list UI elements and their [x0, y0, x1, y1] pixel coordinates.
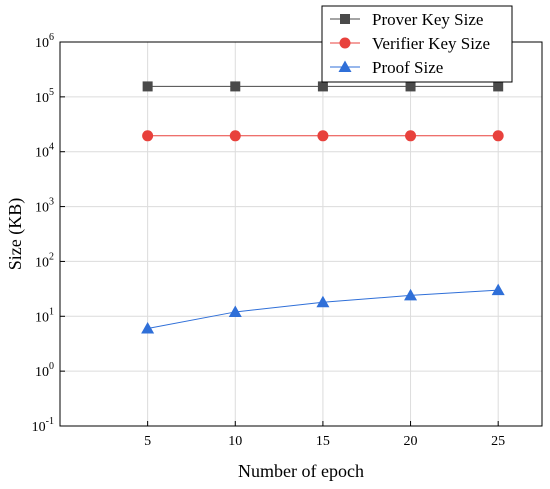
data-point [493, 81, 504, 92]
data-point [317, 130, 329, 142]
y-tick-label: 102 [35, 251, 54, 270]
y-tick-label: 10-1 [32, 416, 54, 435]
y-ticks: 10-1 100 101 102 103 104 105 106 [32, 32, 65, 435]
legend-label: Prover Key Size [372, 10, 483, 29]
x-ticks: 5 10 15 20 25 [144, 421, 505, 449]
data-point [230, 81, 241, 92]
y-tick-label: 104 [35, 142, 54, 161]
series-0 [142, 81, 504, 92]
series-layer [141, 81, 505, 334]
x-tick-label: 20 [404, 434, 418, 449]
y-tick-label: 103 [35, 197, 54, 216]
data-point [317, 81, 328, 92]
x-tick-label: 10 [228, 434, 242, 449]
legend-marker [338, 60, 352, 72]
data-point [229, 130, 241, 142]
data-point [492, 130, 504, 142]
plot-area-frame [59, 41, 543, 427]
x-tick-label: 15 [316, 434, 330, 449]
data-point [405, 130, 417, 142]
legend: Prover Key Size Verifier Key Size Proof Si… [321, 5, 513, 83]
legend-marker [339, 37, 351, 49]
legend-item: Proof Size [330, 58, 443, 77]
data-point [142, 81, 153, 92]
data-point [142, 130, 154, 142]
legend-label: Proof Size [372, 58, 443, 77]
legend-label: Verifier Key Size [372, 34, 490, 53]
data-point [141, 321, 155, 334]
legend-marker [340, 14, 350, 24]
series-1 [142, 130, 504, 142]
series-2 [141, 283, 505, 334]
x-tick-label: 25 [491, 434, 505, 449]
data-point [405, 81, 416, 92]
data-point [491, 283, 505, 296]
legend-item: Verifier Key Size [330, 34, 490, 53]
y-axis-title: Size (KB) [5, 198, 26, 270]
grid [60, 42, 542, 426]
data-point [316, 295, 330, 308]
x-tick-label: 5 [144, 434, 151, 449]
y-tick-label: 105 [35, 87, 54, 106]
y-tick-label: 101 [35, 306, 54, 325]
legend-item: Prover Key Size [330, 10, 483, 29]
x-axis-title: Number of epoch [238, 461, 364, 481]
data-point [228, 305, 242, 317]
data-point [404, 288, 418, 301]
y-tick-label: 100 [35, 361, 54, 380]
y-tick-label: 106 [35, 32, 54, 51]
